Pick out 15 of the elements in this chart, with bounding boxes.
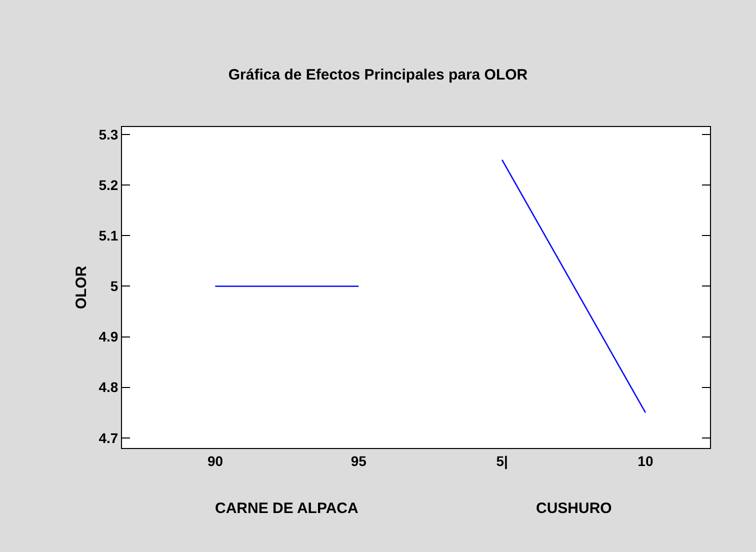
text: CARNE DE ALPACA xyxy=(215,500,358,517)
y-tick-label: 5.2 xyxy=(98,177,118,194)
y-tick-label: 4.9 xyxy=(98,328,118,345)
y-axis-title: OLOR xyxy=(72,266,90,310)
y-tick-label: 5.1 xyxy=(98,228,118,244)
text: CUSHURO xyxy=(536,500,612,517)
x-tick-label: 95 xyxy=(350,452,367,469)
x-tick-label: 5| xyxy=(496,452,508,470)
y-tick-label: 4.7 xyxy=(98,430,118,446)
chart-title: Gráfica de Efectos Principales para OLOR xyxy=(228,66,528,84)
y-tick-label: 4.8 xyxy=(98,379,118,396)
x-tick-label: 10 xyxy=(638,452,654,469)
y-tick-label: 5.3 xyxy=(98,126,118,142)
y-tick-label: 5 xyxy=(110,278,118,294)
x-tick-label: 90 xyxy=(207,452,224,469)
